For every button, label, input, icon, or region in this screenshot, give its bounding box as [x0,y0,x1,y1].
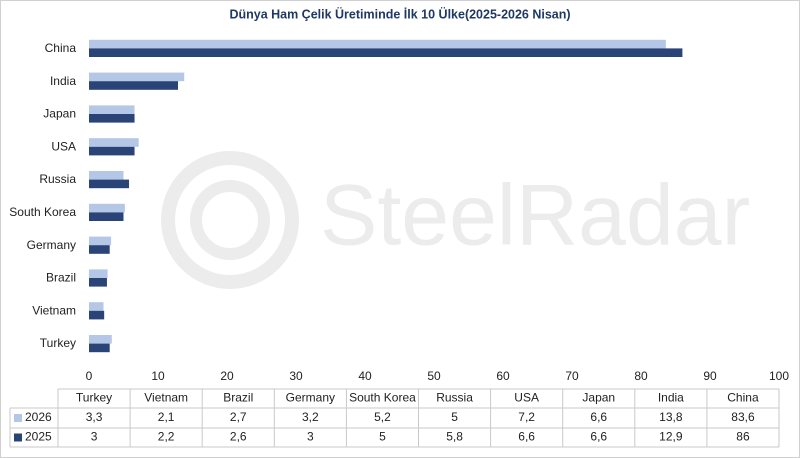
table-value: 6,6 [518,430,535,444]
y-tick-label: China [45,41,77,55]
table-header: Turkey [76,391,112,405]
chart-title: Dünya Ham Çelik Üretiminde İlk 10 Ülke(2… [229,6,570,21]
table-header: China [727,391,759,405]
bar [89,343,110,353]
x-tick-label: 70 [565,369,579,383]
x-tick-label: 40 [358,369,372,383]
bar [89,138,139,147]
y-tick-label: South Korea [9,205,76,219]
bar [89,269,108,278]
table-header: Germany [286,391,335,405]
x-tick-label: 30 [289,369,303,383]
bar [89,310,105,320]
y-tick-label: Japan [43,107,76,121]
x-tick-label: 50 [427,369,441,383]
table-header: India [658,391,684,405]
bar [89,146,135,156]
y-tick-label: Russia [39,172,76,186]
bar [89,48,683,57]
bar [89,105,135,114]
y-tick-label: Turkey [40,336,76,350]
table-header: Russia [436,391,473,405]
table-value: 5,8 [446,430,463,444]
table-value: 12,9 [659,430,683,444]
table-value: 3 [307,430,314,444]
y-tick-label: India [50,74,76,88]
legend-swatch [14,414,22,422]
y-tick-label: USA [51,139,76,153]
table-header: Japan [582,391,615,405]
x-tick-label: 90 [703,369,717,383]
x-tick-label: 100 [769,369,789,383]
x-tick-label: 10 [151,369,165,383]
x-tick-label: 60 [496,369,510,383]
table-value: 3,3 [86,410,103,424]
table-value: 86 [736,430,750,444]
table-value: 2,7 [230,410,247,424]
table-value: 2,6 [230,430,247,444]
bar [89,245,110,254]
table-header: USA [514,391,539,405]
table-value: 3 [91,430,98,444]
watermark-logo [161,151,299,289]
bar [89,72,185,82]
table-value: 6,6 [590,410,607,424]
bar [89,278,107,287]
bar [89,203,125,213]
y-tick-label: Germany [27,238,76,252]
table-value: 3,2 [302,410,319,424]
bar [89,236,112,246]
watermark: SteelRadar [320,168,750,264]
table-value: 5,2 [374,410,391,424]
y-tick-label: Vietnam [32,303,76,317]
bar [89,179,130,189]
table-header: Vietnam [144,391,188,405]
table-header: Brazil [223,391,253,405]
bar [89,302,104,311]
legend-label: 2025 [25,430,52,444]
watermark-logo [190,180,270,260]
table-value: 5 [451,410,458,424]
table-value: 2,1 [158,410,175,424]
table-value: 6,6 [590,430,607,444]
table-value: 83,6 [731,410,755,424]
table-value: 2,2 [158,430,175,444]
legend-label: 2026 [25,410,52,424]
bar [89,212,124,221]
x-tick-label: 80 [634,369,648,383]
bar [89,81,179,90]
table-value: 7,2 [518,410,535,424]
bar [89,39,666,49]
bar [89,335,112,344]
table-value: 13,8 [659,410,683,424]
table-value: 5 [379,430,386,444]
y-tick-label: Brazil [46,271,76,285]
x-tick-label: 0 [86,369,93,383]
legend-swatch [14,433,22,442]
bar [89,114,135,123]
bar [89,171,124,180]
x-tick-label: 20 [220,369,234,383]
table-header: South Korea [349,391,416,405]
